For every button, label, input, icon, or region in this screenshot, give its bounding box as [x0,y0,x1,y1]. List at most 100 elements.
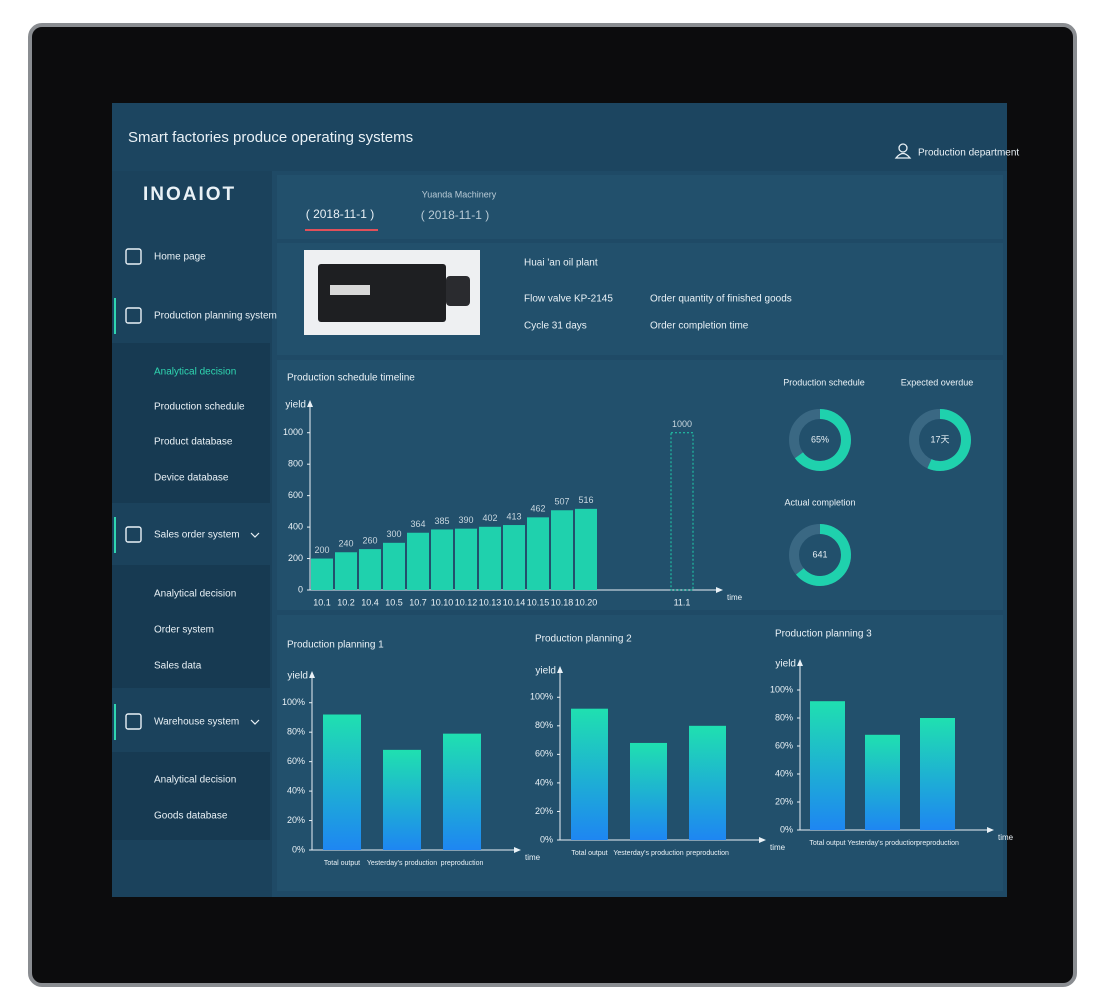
axis-arrow [716,587,723,593]
y-tick-label: 80% [535,720,553,730]
user-icon [894,152,912,159]
axis-arrow [987,827,994,833]
bar [431,529,453,590]
bar [323,714,361,850]
data-label: 1000 [672,419,692,429]
y-tick-label: 60% [287,756,305,766]
menu-chevron [250,719,260,725]
data-label: 385 [434,516,449,526]
y-tick-label: 0 [298,584,303,594]
submenu-panel [112,752,270,840]
tab-caption: Yuanda Machinery [422,189,497,199]
x-tick-label: 11.1 [674,597,691,607]
menu-item[interactable]: Warehouse system [154,717,239,728]
submenu-item[interactable]: Analytical decision [154,367,236,378]
submenu-item[interactable]: Device database [154,473,229,484]
y-tick-label: 80% [775,712,793,722]
submenu-item[interactable]: Goods database [154,811,228,822]
axis-arrow [797,659,803,666]
chart-title: Production planning 3 [775,629,872,640]
x-tick-label: Yesterday's production [367,860,437,867]
tab[interactable]: ( 2018-11-1 ) [306,207,374,221]
axis-arrow [307,400,313,407]
bar [407,532,429,590]
x-tick-label: Total output [809,840,845,847]
bar [335,552,357,590]
donut-arc [795,524,851,586]
x-axis-label: time [525,853,541,862]
x-tick-label: preproduction [441,860,484,867]
submenu-item[interactable]: Analytical decision [154,775,236,786]
x-tick-label: 10.1 [313,597,331,607]
x-tick-label: Total output [571,850,607,857]
y-tick-label: 400 [288,521,303,531]
bar [810,701,845,830]
product-plant: Huai 'an oil plant [524,258,598,269]
logo: INOAIOT [143,184,236,205]
chart-title: Production planning 2 [535,634,632,645]
axis-arrow [557,666,563,673]
submenu-item[interactable]: Sales data [154,661,202,672]
y-tick-label: 40% [287,785,305,795]
x-tick-label: 10.18 [551,597,574,607]
data-label: 516 [578,495,593,505]
bar [527,517,549,590]
data-label: 390 [458,515,473,525]
axis-arrow [309,671,315,678]
donut-arc [927,409,971,471]
submenu-item[interactable]: Order system [154,625,214,636]
x-tick-label: 10.12 [455,597,478,607]
y-tick-label: 20% [775,796,793,806]
y-tick-label: 0% [540,834,553,844]
bar [551,510,573,590]
menu-icon [125,307,142,324]
axis-arrow [514,847,521,853]
menu-icon [125,248,142,265]
x-axis-label: time [770,843,786,852]
y-tick-label: 600 [288,490,303,500]
data-label: 240 [338,539,353,549]
x-tick-label: Total output [324,860,360,867]
donut-title: Production schedule [783,377,865,387]
submenu-item[interactable]: Production schedule [154,402,245,413]
x-tick-label: 10.14 [503,597,526,607]
bar [443,733,481,850]
y-axis-label: yield [287,671,308,682]
target-bar [670,432,694,591]
y-tick-label: 80% [287,727,305,737]
menu-item[interactable]: Sales order system [154,530,240,541]
header-title: Smart factories produce operating system… [128,129,413,146]
x-tick-label: preproduction [916,840,959,847]
tab[interactable]: ( 2018-11-1 ) [421,208,489,222]
x-tick-label: preproduction [686,850,729,857]
donut-arc [794,409,851,471]
y-axis-label: yield [775,659,796,670]
bar [865,734,900,830]
x-axis-label: time [727,593,743,602]
x-tick-label: Yesterday's production [613,850,683,857]
bar [359,549,381,590]
data-label: 402 [482,513,497,523]
data-label: 413 [506,511,521,521]
y-tick-label: 800 [288,459,303,469]
menu-icon [125,526,142,543]
product-completion: Order completion time [650,321,749,332]
product-cycle: Cycle 31 days [524,321,587,332]
y-tick-label: 100% [282,697,305,707]
x-tick-label: Yesterday's production [847,840,917,847]
x-tick-label: 10.13 [479,597,502,607]
y-tick-label: 100% [530,692,553,702]
y-tick-label: 100% [770,684,793,694]
menu-item[interactable]: Production planning system [154,311,277,322]
y-tick-label: 60% [535,749,553,759]
submenu-item[interactable]: Product database [154,437,233,448]
chart-title: Production planning 1 [287,640,384,651]
product-quantity: Order quantity of finished goods [650,294,792,305]
y-tick-label: 40% [535,777,553,787]
menu-item[interactable]: Home page [154,252,206,263]
data-label: 462 [530,504,545,514]
bar [311,558,333,590]
x-tick-label: 10.2 [337,597,355,607]
submenu-item[interactable]: Analytical decision [154,589,236,600]
